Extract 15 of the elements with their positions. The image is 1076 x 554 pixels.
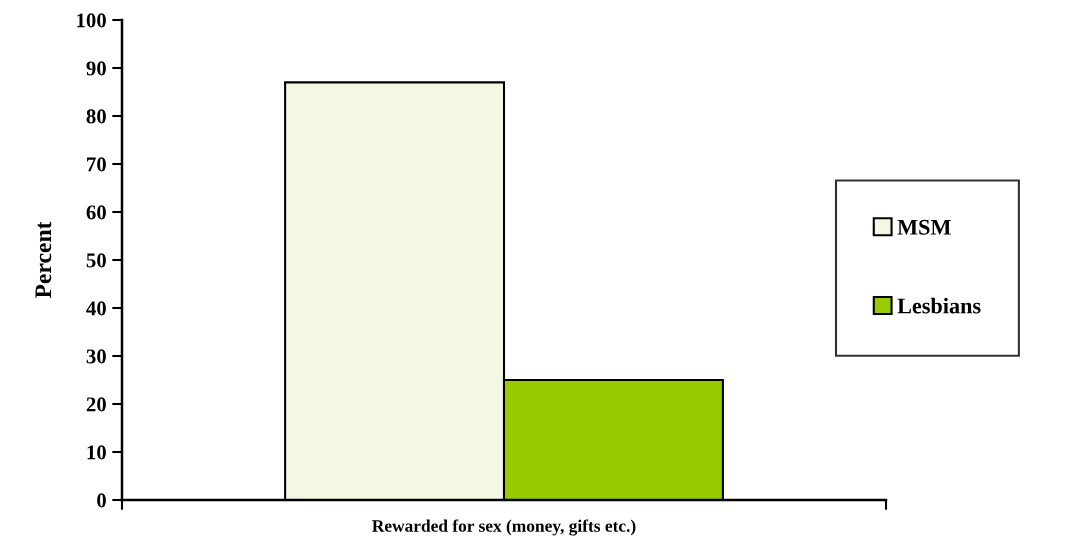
y-tick-label: 20	[86, 397, 106, 412]
legend-label: Lesbians	[897, 297, 981, 314]
legend-label: MSM	[897, 219, 951, 235]
y-axis-title: Percent	[35, 221, 52, 299]
y-tick-label: 80	[86, 109, 106, 124]
y-tick-label: 70	[87, 157, 106, 172]
y-tick-label: 50	[86, 253, 106, 268]
y-tick-label: 0	[97, 493, 106, 508]
y-tick-label: 30	[86, 349, 106, 364]
y-tick-label: 90	[86, 61, 106, 76]
y-tick-label: 100	[77, 13, 106, 28]
x-tick-label: Rewarded for sex (money, gifts etc.)	[372, 519, 636, 536]
y-tick-label: 10	[87, 445, 106, 460]
y-tick-label: 40	[86, 301, 106, 316]
y-tick-label: 60	[86, 205, 106, 220]
